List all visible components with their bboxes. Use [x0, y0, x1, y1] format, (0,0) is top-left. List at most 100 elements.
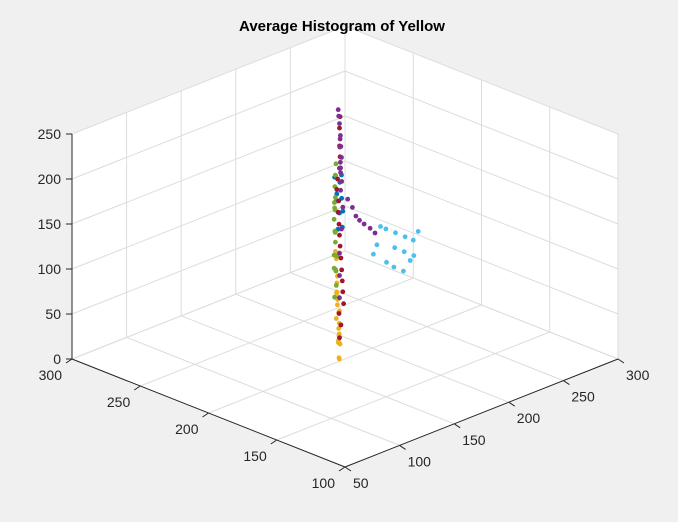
grid-line	[71, 160, 346, 270]
data-point-s3-11	[333, 172, 338, 178]
y-tick-label: 250	[107, 394, 131, 410]
data-point-s4-1	[341, 301, 346, 307]
grid-line	[71, 205, 346, 315]
data-point-s3-12	[332, 294, 337, 300]
data-point-s4-20	[336, 311, 342, 316]
x-tick-label: 250	[571, 389, 595, 405]
data-point-s6-15	[371, 251, 376, 257]
data-point-s3-15	[333, 161, 339, 167]
data-point-s5-25	[337, 144, 343, 150]
data-point-s4-9	[338, 322, 344, 328]
data-point-s5-6	[336, 113, 342, 119]
x-tick	[399, 444, 406, 450]
data-point-s4-16	[337, 335, 342, 341]
data-point-s5-12	[361, 221, 367, 227]
data-point-s4-3	[335, 209, 341, 215]
data-point-s3-9	[333, 283, 339, 288]
grid-line	[208, 304, 482, 414]
data-point-s4-11	[336, 198, 342, 204]
data-point-s6-8	[378, 224, 383, 229]
y-tick	[202, 412, 209, 418]
x-tick	[563, 380, 570, 386]
grid-line	[71, 250, 346, 360]
y-tick-label: 100	[312, 475, 336, 491]
grid-line	[344, 160, 619, 270]
y-tick	[65, 358, 73, 364]
y-tick-label: 300	[39, 367, 63, 383]
grid-line	[71, 25, 346, 135]
data-point-s5-17	[339, 179, 345, 184]
x-tick-label: 150	[462, 432, 486, 448]
z-tick-label: 0	[53, 351, 61, 367]
x-tick-label: 300	[626, 367, 650, 383]
back-left-pane	[72, 26, 345, 359]
data-point-s2-22	[336, 326, 342, 331]
data-point-s5-9	[335, 107, 341, 113]
data-point-s3-2	[333, 239, 338, 245]
data-point-s6-12	[391, 264, 397, 270]
data-point-s6-4	[383, 226, 389, 232]
z-tick-label: 200	[38, 171, 62, 187]
data-point-s5-11	[353, 213, 359, 219]
data-point-s5-23	[337, 295, 342, 301]
data-point-s4-2	[338, 255, 344, 261]
x-tick	[453, 423, 461, 429]
data-point-s5-20	[339, 226, 344, 232]
data-point-s5-15	[367, 225, 373, 231]
data-point-s6-9	[384, 259, 389, 265]
grid-line	[344, 250, 619, 360]
x-tick	[508, 401, 516, 407]
x-tick	[617, 358, 625, 364]
grid-line	[71, 70, 346, 180]
data-point-s1-2	[334, 191, 340, 197]
x-tick-label: 100	[408, 453, 432, 469]
data-point-s6-2	[402, 234, 408, 240]
data-point-s5-24	[338, 165, 343, 171]
data-point-s5-26	[338, 187, 343, 193]
data-point-s3-3	[331, 216, 337, 222]
data-point-s5-16	[372, 230, 378, 236]
z-tick-label: 100	[38, 261, 62, 277]
data-point-s3-17	[333, 267, 339, 273]
data-point-s5-18	[338, 170, 343, 176]
data-point-s5-3	[339, 155, 344, 160]
x-tick-label: 200	[517, 410, 541, 426]
chart-title: Average Histogram of Yellow	[239, 18, 445, 35]
data-point-s4-17	[339, 267, 345, 273]
data-point-s6-13	[401, 268, 406, 274]
data-point-s2-17	[336, 331, 342, 337]
grid-line	[276, 331, 550, 441]
z-tick-label: 250	[38, 126, 62, 142]
data-point-s3-4	[333, 195, 338, 200]
y-tick	[270, 439, 278, 445]
x-tick-label: 50	[353, 475, 369, 491]
z-tick-label: 150	[38, 216, 62, 232]
y-tick	[133, 385, 141, 391]
data-point-s5-19	[340, 204, 346, 210]
data-point-s5-14	[357, 217, 362, 223]
data-point-s4-5	[337, 232, 342, 238]
data-point-s5-8	[338, 159, 343, 165]
data-point-s6-7	[411, 253, 417, 258]
data-point-s2-23	[334, 290, 339, 296]
data-point-s4-10	[337, 243, 343, 249]
data-point-s3-18	[332, 200, 337, 205]
data-point-s5-4	[337, 121, 342, 126]
data-points	[331, 107, 421, 362]
data-point-s4-13	[340, 289, 346, 295]
data-point-s6-11	[415, 229, 421, 234]
data-point-s6-10	[374, 242, 380, 248]
data-point-s2-14	[336, 356, 342, 362]
grid-line	[140, 277, 414, 387]
grid-line	[344, 205, 619, 315]
y-tick-label: 150	[243, 448, 267, 464]
grid-line	[344, 115, 619, 225]
grid-line	[344, 70, 619, 180]
data-point-s5-13	[350, 205, 355, 210]
data-point-s6-3	[410, 237, 416, 243]
data-point-s5-22	[337, 273, 342, 278]
axes-background: 5010015020025030010015020025030005010015…	[38, 25, 650, 491]
data-point-s5-7	[337, 136, 343, 142]
